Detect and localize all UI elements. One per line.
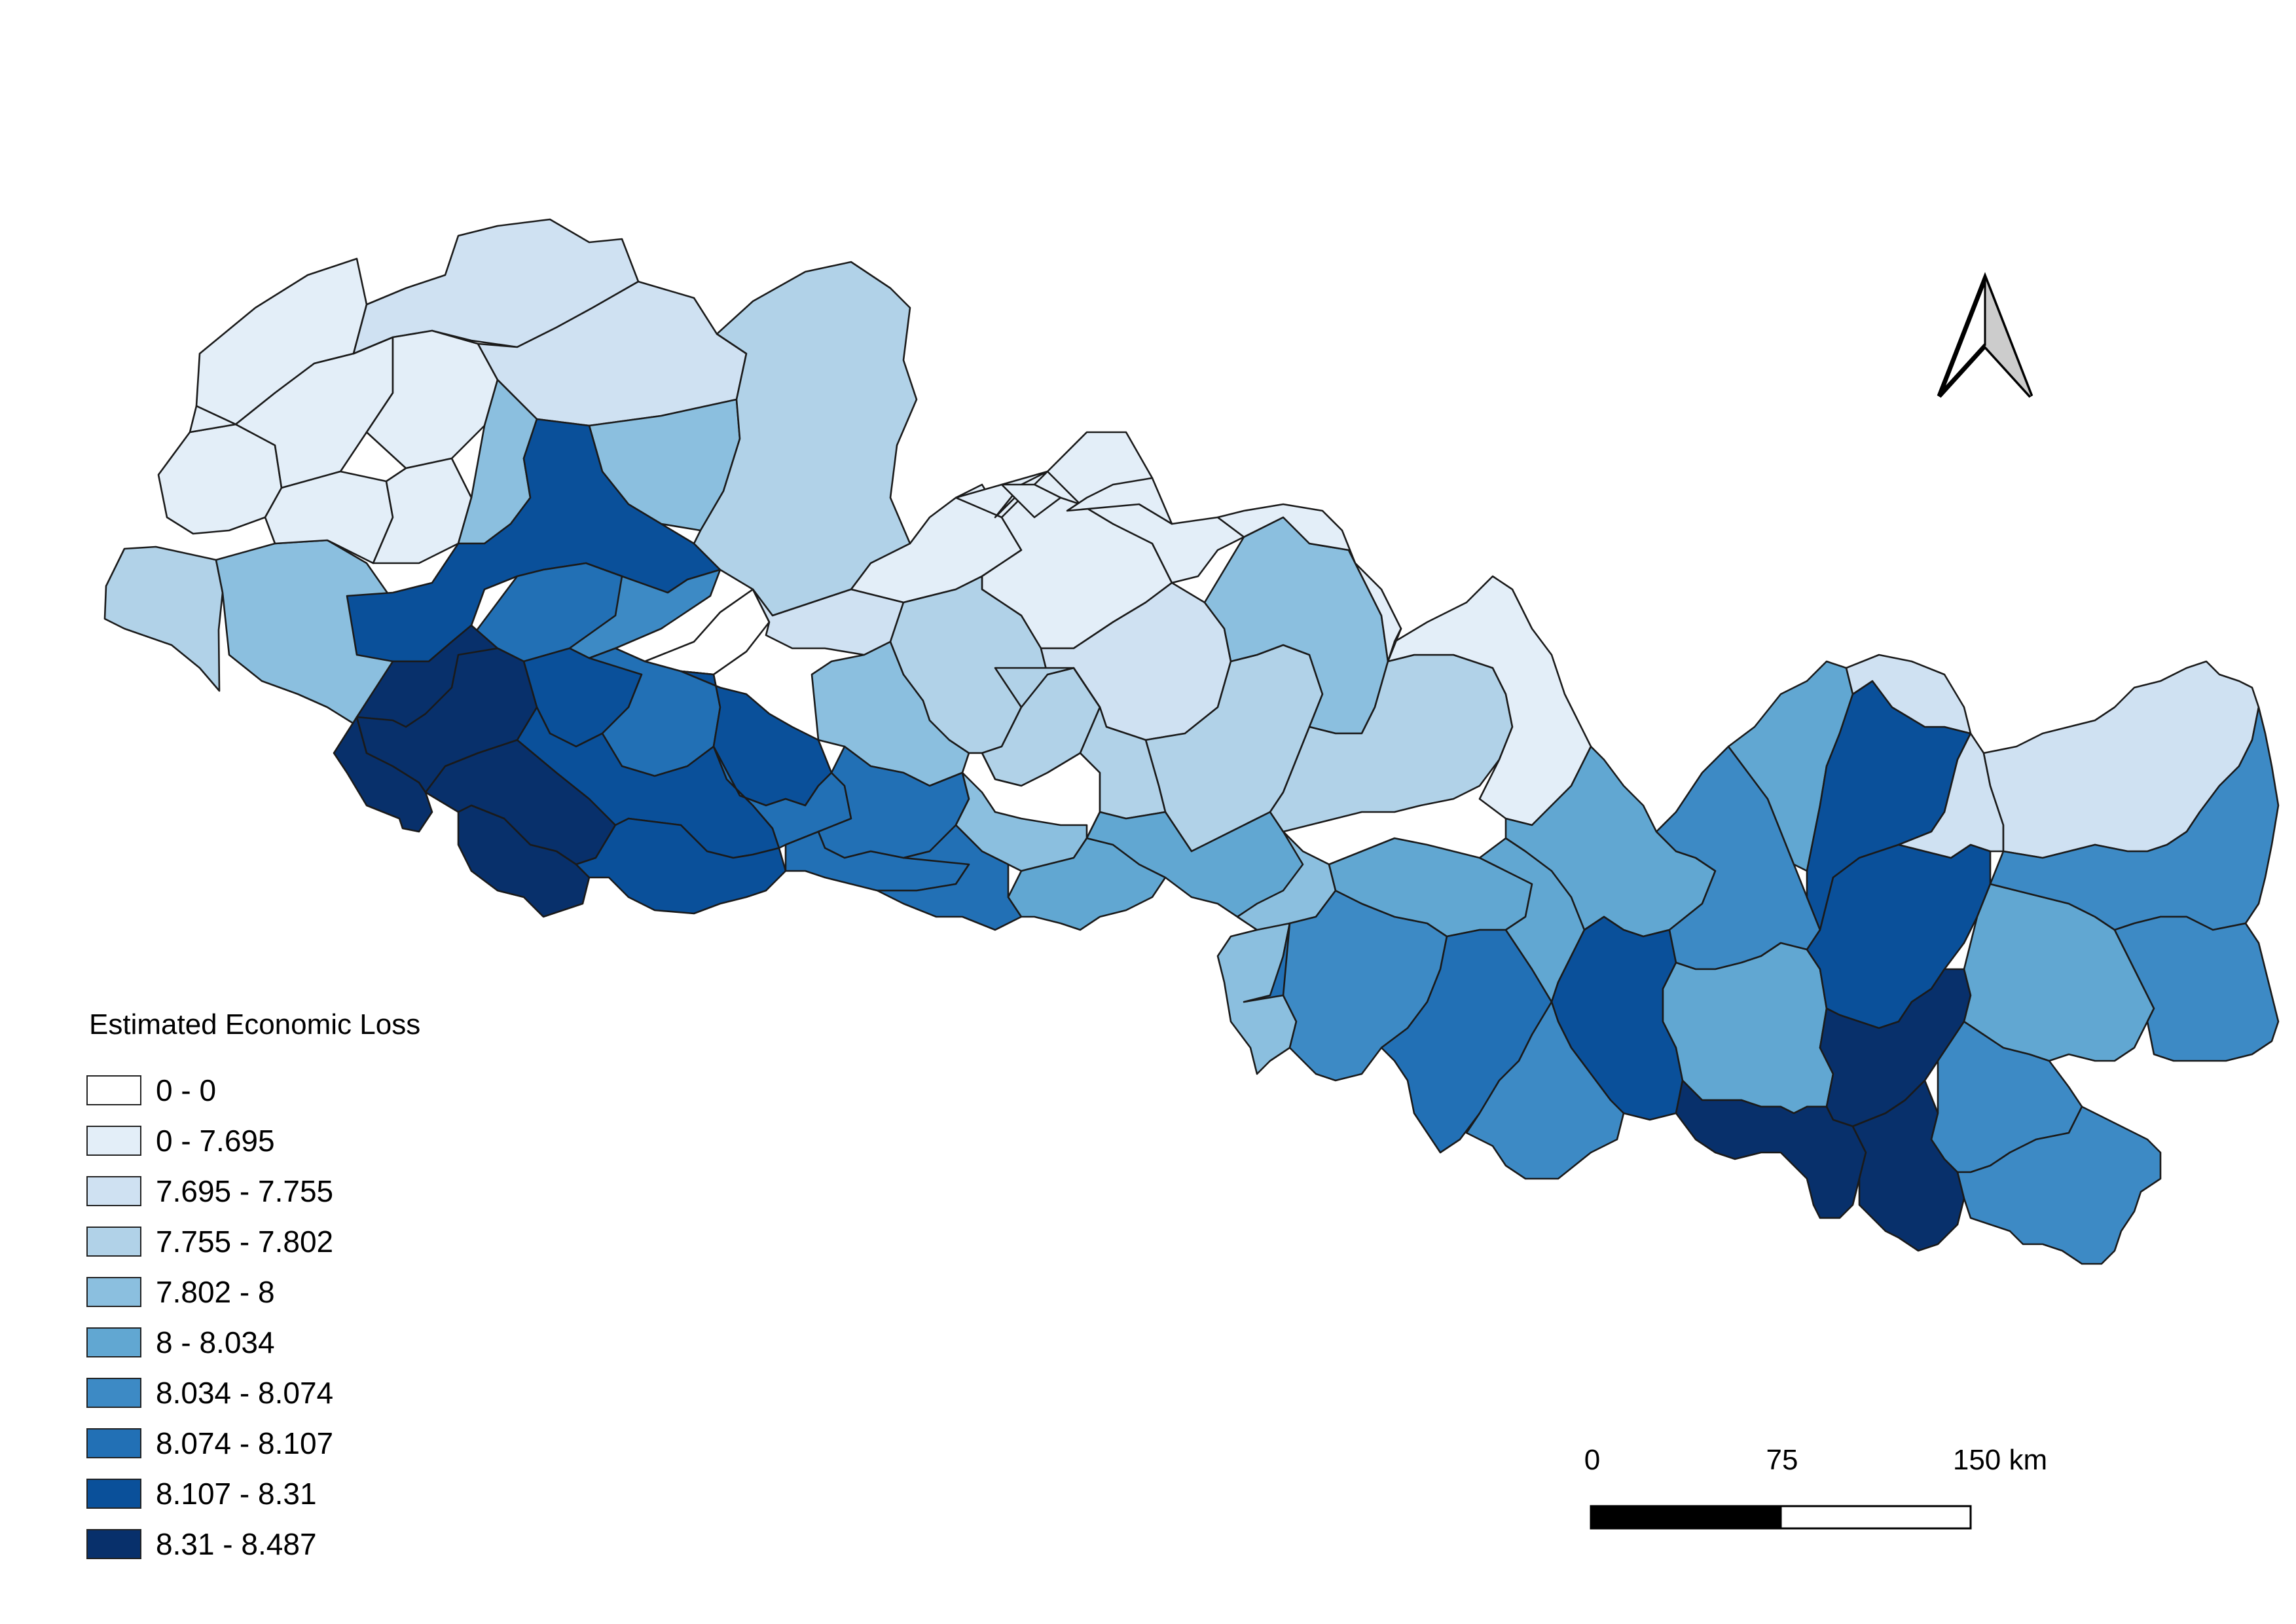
district-polygon — [1000, 477, 1173, 525]
legend-swatch — [86, 1428, 141, 1458]
legend-item: 0 - 7.695 — [86, 1115, 420, 1166]
district-polygon — [575, 817, 787, 915]
legend: Estimated Economic Loss 0 - 0 0 - 7.695 7.… — [86, 1008, 420, 1569]
legend-item: 7.695 - 7.755 — [86, 1166, 420, 1216]
district-polygon — [876, 824, 1023, 931]
district-polygon — [2113, 915, 2280, 1062]
district-polygon — [1007, 837, 1167, 931]
district-polygons — [103, 218, 2280, 1265]
legend-swatch — [86, 1276, 141, 1307]
legend-item: 8.074 - 8.107 — [86, 1418, 420, 1468]
legend-swatch — [86, 1478, 141, 1509]
legend-swatch — [86, 1528, 141, 1559]
district-polygon — [1465, 1001, 1625, 1180]
legend-label: 8.074 - 8.107 — [156, 1426, 334, 1460]
legend-label: 0 - 7.695 — [156, 1123, 275, 1158]
legend-label: 8.31 - 8.487 — [156, 1526, 317, 1561]
legend-swatch — [86, 1377, 141, 1408]
district-polygon — [365, 329, 499, 470]
district-polygon — [1956, 1105, 2162, 1265]
scale-label-0: 0 — [1584, 1444, 1601, 1476]
legend-label: 8 - 8.034 — [156, 1325, 275, 1359]
legend-label: 0 - 0 — [156, 1073, 217, 1107]
legend-item: 8 - 8.034 — [86, 1317, 420, 1367]
legend-item: 8.107 - 8.31 — [86, 1468, 420, 1519]
legend-label: 8.107 - 8.31 — [156, 1476, 317, 1511]
legend-item: 0 - 0 — [86, 1065, 420, 1115]
legend-swatch — [86, 1226, 141, 1257]
legend-item: 7.802 - 8 — [86, 1266, 420, 1317]
legend-label: 8.034 - 8.074 — [156, 1375, 334, 1410]
legend-title: Estimated Economic Loss — [89, 1008, 421, 1041]
district-polygon — [355, 647, 538, 794]
legend-label: 7.695 - 7.755 — [156, 1173, 334, 1208]
north-arrow-icon — [1937, 272, 2033, 398]
legend-swatch — [86, 1075, 141, 1105]
district-polygon — [1851, 1079, 1965, 1252]
scale-label-75: 75 — [1766, 1444, 1798, 1476]
legend-item: 8.034 - 8.074 — [86, 1367, 420, 1418]
legend-item: 8.31 - 8.487 — [86, 1519, 420, 1569]
legend-swatch — [86, 1125, 141, 1156]
district-polygon — [457, 804, 591, 918]
legend-swatch — [86, 1175, 141, 1206]
legend-items: 0 - 0 0 - 7.695 7.695 - 7.755 7.755 - 7.802… — [86, 1065, 420, 1569]
district-polygon — [157, 423, 283, 535]
district-polygon — [103, 545, 224, 692]
district-polygon — [352, 218, 640, 355]
legend-swatch — [86, 1327, 141, 1357]
scale-label-150: 150 km — [1952, 1444, 2048, 1476]
district-polygon — [568, 568, 721, 659]
legend-item: 7.755 - 7.802 — [86, 1216, 420, 1266]
district-polygon — [994, 667, 1167, 820]
legend-label: 7.802 - 8 — [156, 1274, 275, 1309]
legend-label: 7.755 - 7.802 — [156, 1224, 334, 1259]
scale-bar — [1590, 1505, 1972, 1530]
